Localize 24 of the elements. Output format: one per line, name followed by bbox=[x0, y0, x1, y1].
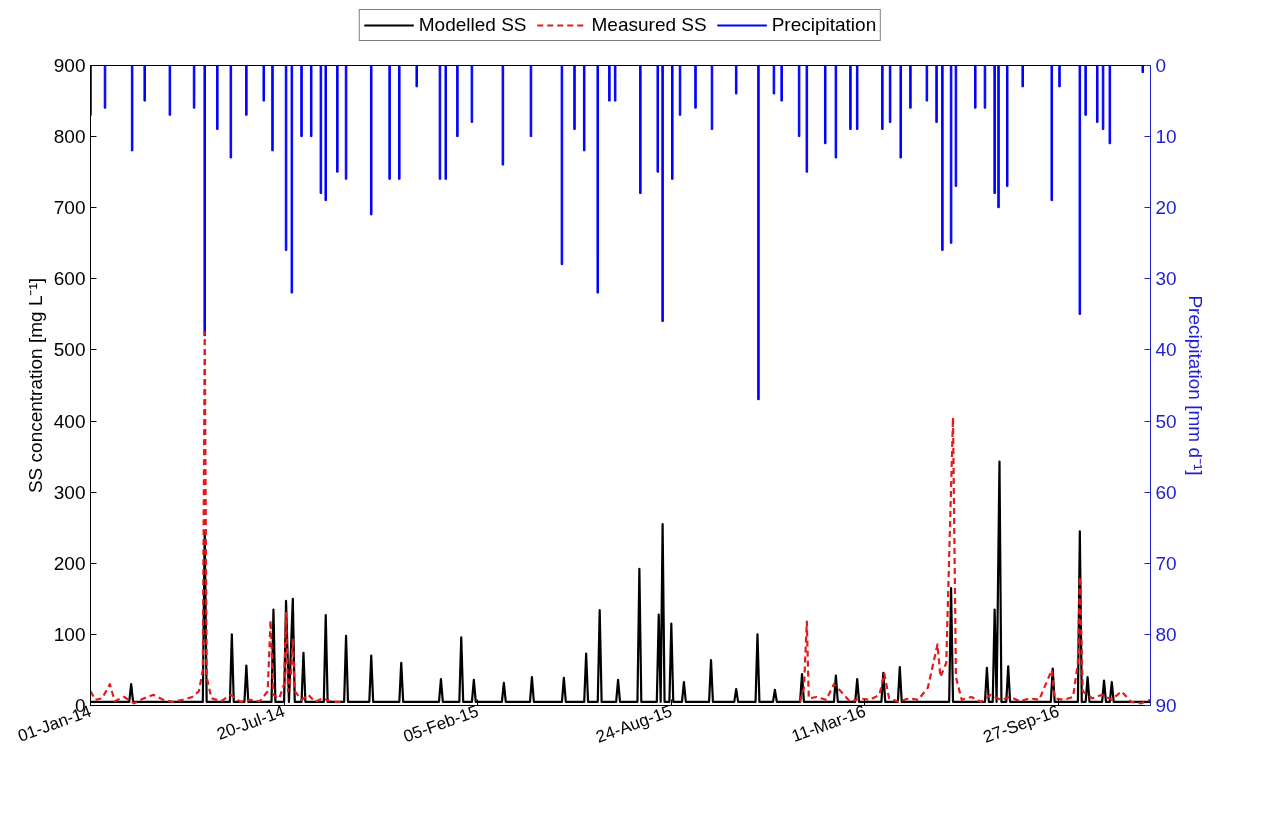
y2-tick-label: 90 bbox=[1155, 695, 1177, 716]
y2-tick-label: 30 bbox=[1155, 268, 1177, 290]
y-tick-label: 300 bbox=[53, 481, 86, 503]
y2-tick-label: 50 bbox=[1155, 410, 1177, 432]
y-tick-label: 800 bbox=[53, 126, 86, 148]
y2-tick-label: 40 bbox=[1155, 339, 1177, 361]
legend-label: Precipitation bbox=[771, 14, 877, 36]
y2-tick-label: 20 bbox=[1155, 197, 1177, 219]
y2-tick-label: 80 bbox=[1155, 623, 1177, 645]
y-tick-label: 400 bbox=[53, 410, 86, 432]
y2-tick-label: 0 bbox=[1155, 55, 1167, 76]
y-axis-title: SS concentration [mg L⁻¹] bbox=[24, 277, 46, 494]
y-tick-label: 100 bbox=[53, 623, 86, 645]
legend-label: Modelled SS bbox=[418, 14, 527, 36]
y-tick-label: 600 bbox=[53, 268, 86, 290]
y2-tick-label: 10 bbox=[1155, 126, 1177, 148]
y-tick-label: 900 bbox=[53, 55, 86, 76]
y2-axis-title: Precipitation [mm d⁻¹] bbox=[1184, 295, 1206, 476]
legend-label: Measured SS bbox=[591, 14, 707, 36]
y2-tick-label: 70 bbox=[1155, 552, 1177, 574]
y-tick-label: 700 bbox=[53, 197, 86, 219]
y2-tick-label: 60 bbox=[1155, 481, 1177, 503]
y-tick-label: 500 bbox=[53, 339, 86, 361]
y-tick-label: 200 bbox=[53, 552, 86, 574]
